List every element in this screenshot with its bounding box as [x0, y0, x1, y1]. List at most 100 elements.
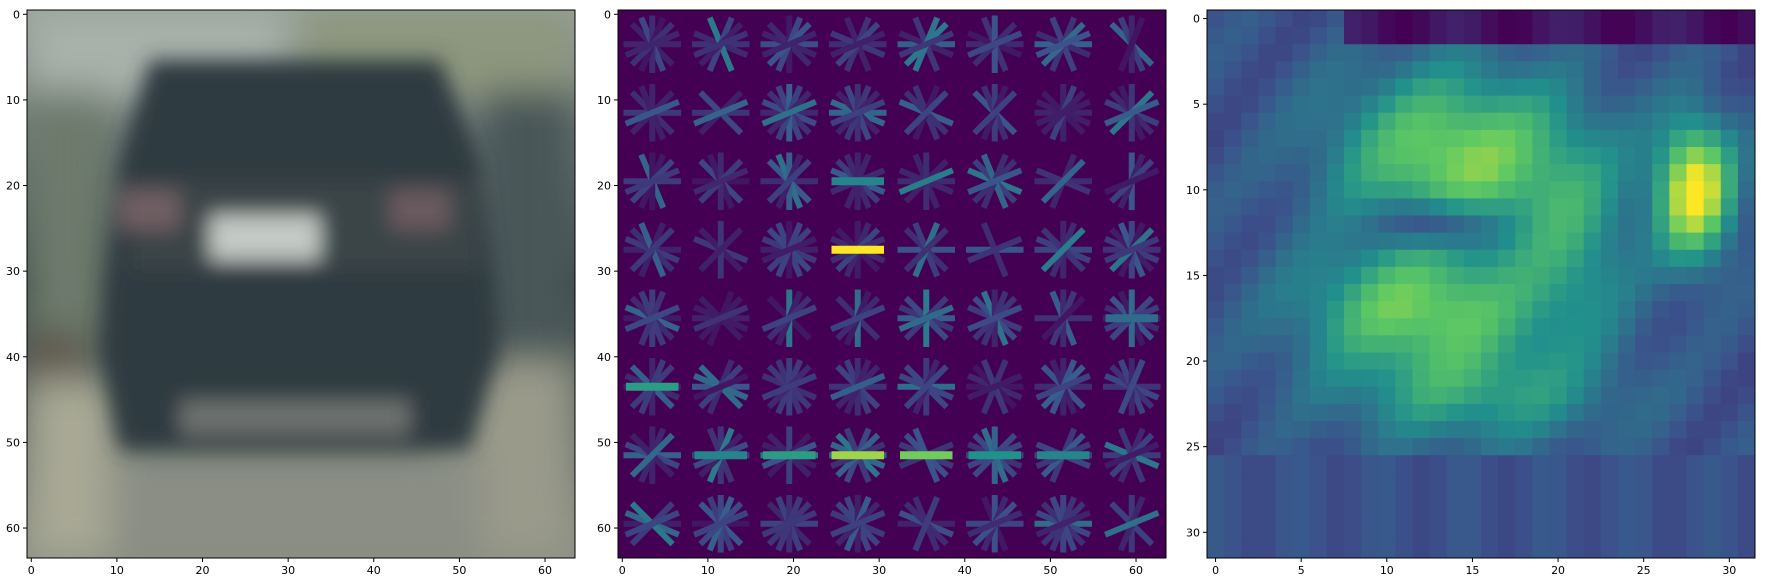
feature-cell: [1686, 369, 1705, 388]
feature-cell: [1309, 44, 1328, 62]
feature-cell: [1737, 455, 1755, 473]
feature-cell: [1344, 403, 1362, 422]
feature-cell: [1446, 147, 1465, 165]
feature-cell: [1549, 27, 1568, 45]
hog-gradient-line: [629, 432, 675, 478]
feature-cell: [1395, 369, 1414, 388]
feature-cell: [1720, 472, 1739, 491]
feature-cell: [1429, 129, 1448, 148]
feature-cell: [1600, 489, 1619, 508]
feature-cell: [1429, 112, 1448, 131]
feature-cell: [1344, 421, 1362, 439]
feature-cell: [1686, 232, 1705, 251]
feature-cell: [1258, 44, 1277, 62]
feature-cell: [1241, 523, 1259, 542]
feature-cell: [1549, 181, 1568, 199]
feature-cell: [1224, 540, 1242, 558]
feature-cell: [1618, 61, 1636, 80]
feature-cell: [1207, 421, 1225, 439]
feature-cell: [1429, 10, 1448, 28]
feature-cell: [1686, 129, 1705, 148]
feature-cell: [1344, 438, 1362, 456]
feature-cell: [1292, 369, 1311, 388]
feature-cell: [1498, 61, 1516, 80]
feature-cell: [1669, 301, 1688, 319]
feature-cell: [1498, 181, 1516, 199]
feature-cell: [1292, 438, 1311, 456]
feature-cell: [1326, 181, 1345, 199]
feature-cell: [1583, 147, 1602, 165]
feature-cell: [1326, 10, 1345, 28]
feature-cell: [1703, 369, 1722, 388]
feature-cell: [1378, 61, 1396, 80]
feature-cell: [1703, 301, 1722, 319]
feature-cell: [1583, 540, 1602, 558]
feature-cell: [1498, 540, 1516, 558]
feature-cell: [1481, 335, 1499, 354]
feature-cell: [1361, 386, 1379, 405]
feature-cell: [1703, 438, 1722, 456]
feature-cell: [1326, 455, 1345, 473]
feature-cell: [1378, 421, 1396, 439]
feature-cell: [1669, 95, 1688, 114]
feature-cell: [1549, 95, 1568, 114]
feature-cell: [1686, 27, 1705, 45]
feature-cell: [1429, 284, 1448, 302]
feature-cell: [1463, 369, 1482, 388]
feature-cell: [1378, 284, 1396, 302]
feature-cell: [1481, 369, 1499, 388]
feature-cell: [1395, 95, 1414, 114]
hog-gradient-line: [693, 30, 749, 59]
feature-cell: [1652, 164, 1670, 182]
feature-cell: [1532, 335, 1551, 354]
hog-gradient-line: [1104, 167, 1160, 196]
feature-cell: [1566, 44, 1585, 62]
feature-cell: [1549, 232, 1568, 251]
feature-cell: [1258, 164, 1277, 182]
feature-cell: [1309, 523, 1328, 542]
feature-cell: [1344, 10, 1362, 28]
feature-cell: [1515, 61, 1533, 80]
feature-cell: [1600, 27, 1619, 45]
feature-cell: [1618, 523, 1636, 542]
feature-cell: [1703, 95, 1722, 114]
feature-cell: [1686, 266, 1705, 285]
feature-cell: [1566, 249, 1585, 268]
feature-cell: [1652, 129, 1670, 148]
feature-cell: [1720, 215, 1739, 234]
feature-cell: [1498, 129, 1516, 148]
feature-cell: [1463, 284, 1482, 302]
feature-cell: [1652, 44, 1670, 62]
feature-cell: [1361, 249, 1379, 268]
feature-cell: [1566, 369, 1585, 388]
feature-cell: [1326, 198, 1345, 217]
feature-cell: [1635, 164, 1653, 182]
feature-cell: [1515, 318, 1533, 336]
feature-cell: [1378, 44, 1396, 62]
feature-cell: [1600, 266, 1619, 285]
feature-cell: [1566, 386, 1585, 405]
feature-cell: [1515, 215, 1533, 234]
feature-cell: [1241, 403, 1259, 422]
hog-gradient-line: [898, 304, 954, 333]
feature-cell: [1224, 386, 1242, 405]
feature-cell: [1292, 301, 1311, 319]
feature-cell: [1652, 215, 1670, 234]
feature-cell: [1481, 78, 1499, 97]
feature-cell: [1275, 489, 1294, 508]
feature-cell: [1652, 61, 1670, 80]
feature-cell: [1446, 506, 1465, 525]
feature-cell: [1532, 112, 1551, 131]
feature-cell: [1566, 147, 1585, 165]
feature-cell: [1703, 44, 1722, 62]
feature-cell: [1600, 284, 1619, 302]
feature-cell: [1429, 147, 1448, 165]
feature-cell: [1532, 369, 1551, 388]
feature-cell: [1378, 472, 1396, 491]
feature-cell: [1309, 232, 1328, 251]
feature-cell: [1344, 266, 1362, 285]
feature-cell: [1207, 10, 1225, 28]
feature-cell: [1737, 369, 1755, 388]
feature-cell: [1378, 181, 1396, 199]
feature-cell: [1258, 489, 1277, 508]
